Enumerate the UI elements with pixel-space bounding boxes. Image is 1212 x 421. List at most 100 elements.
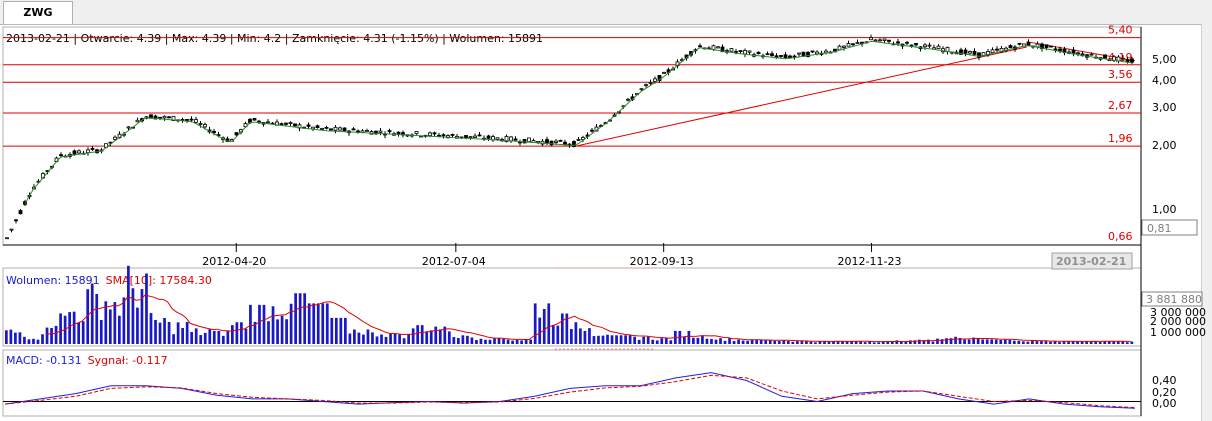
volume-bar	[832, 341, 835, 344]
volume-bar	[542, 308, 546, 344]
candle-body	[428, 132, 432, 137]
candle-body	[905, 41, 909, 44]
volume-bar	[863, 342, 867, 344]
candle-body	[810, 50, 815, 53]
volume-bar	[411, 328, 415, 344]
volume-bar	[570, 328, 573, 344]
volume-current-box	[1141, 291, 1203, 307]
candle-body	[464, 135, 468, 139]
volume-bar	[981, 339, 985, 344]
volume-bar	[285, 319, 288, 344]
candle-body	[1130, 58, 1134, 63]
volume-bar	[628, 335, 632, 344]
volume-bar	[389, 333, 392, 344]
volume-bar	[597, 335, 600, 344]
candle-body	[765, 53, 770, 56]
volume-bar	[208, 329, 212, 344]
volume-bar	[226, 330, 230, 344]
tab-zwg[interactable]: ZWG	[3, 1, 73, 24]
volume-bar	[41, 334, 44, 344]
volume-bar	[488, 339, 492, 344]
candle-body	[549, 140, 554, 146]
volume-bar	[68, 312, 71, 344]
candle-body	[639, 88, 644, 91]
candle-body	[977, 52, 981, 58]
current-value-box	[1141, 219, 1198, 236]
candle-body	[734, 51, 738, 53]
volume-bar	[759, 339, 763, 344]
volume-bar	[203, 332, 207, 344]
volume-bar	[27, 339, 31, 344]
candle-body	[504, 136, 509, 143]
volume-bar	[127, 265, 130, 344]
volume-bar	[1067, 341, 1070, 344]
candle-body	[59, 154, 63, 157]
volume-bar	[1026, 341, 1030, 344]
candle-body	[77, 150, 81, 154]
volume-bar	[768, 340, 772, 344]
candle-body	[1017, 42, 1022, 45]
candle-body	[1076, 52, 1080, 55]
volume-bar	[669, 340, 673, 344]
volume-bar	[438, 329, 442, 344]
volume-bar	[149, 313, 153, 344]
right-scroll-strip[interactable]	[1201, 24, 1212, 421]
candle-body	[522, 139, 527, 144]
volume-bar	[280, 315, 284, 344]
volume-bar	[999, 339, 1003, 344]
volume-bar	[1121, 341, 1125, 344]
volume-bar	[45, 327, 49, 344]
volume-bar	[714, 339, 718, 344]
volume-bar	[881, 341, 885, 344]
date-tick-label: 2012-09-13	[630, 255, 694, 268]
volume-bar	[357, 332, 361, 344]
volume-bar	[859, 341, 862, 344]
volume-bar	[1003, 339, 1007, 344]
volume-current-label: 3 881 880	[1146, 293, 1202, 306]
volume-bar	[1076, 341, 1079, 344]
volume-bar	[701, 335, 704, 344]
volume-bar	[190, 331, 194, 344]
volume-bar	[366, 329, 370, 344]
volume-sma-line	[45, 294, 1131, 343]
volume-bar	[1022, 341, 1025, 344]
volume-bar	[231, 325, 234, 344]
volume-bar	[330, 317, 334, 344]
candle-body	[1035, 43, 1040, 48]
candle-body	[90, 148, 95, 150]
volume-bar	[610, 335, 614, 344]
volume-bar	[434, 326, 438, 344]
candle-body	[743, 50, 747, 55]
candle-body	[1089, 53, 1094, 56]
level-label: 0,66	[1108, 230, 1133, 243]
candle-body	[9, 228, 14, 231]
candle-body	[473, 135, 477, 138]
volume-bar	[592, 336, 596, 344]
volume-bar	[294, 293, 297, 344]
volume-bar	[814, 342, 817, 344]
volume-bar	[77, 322, 81, 344]
candle-body	[563, 141, 567, 145]
candle-body	[324, 126, 329, 129]
candle-body	[711, 45, 716, 50]
price-tick-label: 3,00	[1152, 101, 1177, 114]
volume-bar	[927, 339, 930, 344]
volume-bar	[140, 289, 144, 344]
volume-bar	[475, 339, 478, 344]
volume-bar	[1103, 341, 1107, 344]
volume-bar	[1094, 341, 1098, 344]
volume-bar	[827, 341, 831, 344]
volume-bar	[854, 341, 858, 344]
candle-body	[797, 52, 801, 55]
date-axis: 2012-04-20 2012-07-04 2012-09-13 2012-11-23	[3, 243, 1141, 268]
volume-axis: 3 881 880 3 000 000 2 000 000 1 000 000	[1141, 291, 1206, 339]
volume-bar	[1130, 341, 1134, 344]
volume-bar	[497, 338, 501, 344]
candle-body	[477, 134, 482, 137]
candle-body	[995, 48, 999, 51]
candle-body	[720, 46, 725, 53]
volume-bar	[163, 317, 166, 344]
candle-body	[266, 121, 270, 124]
volume-bar	[520, 340, 523, 344]
